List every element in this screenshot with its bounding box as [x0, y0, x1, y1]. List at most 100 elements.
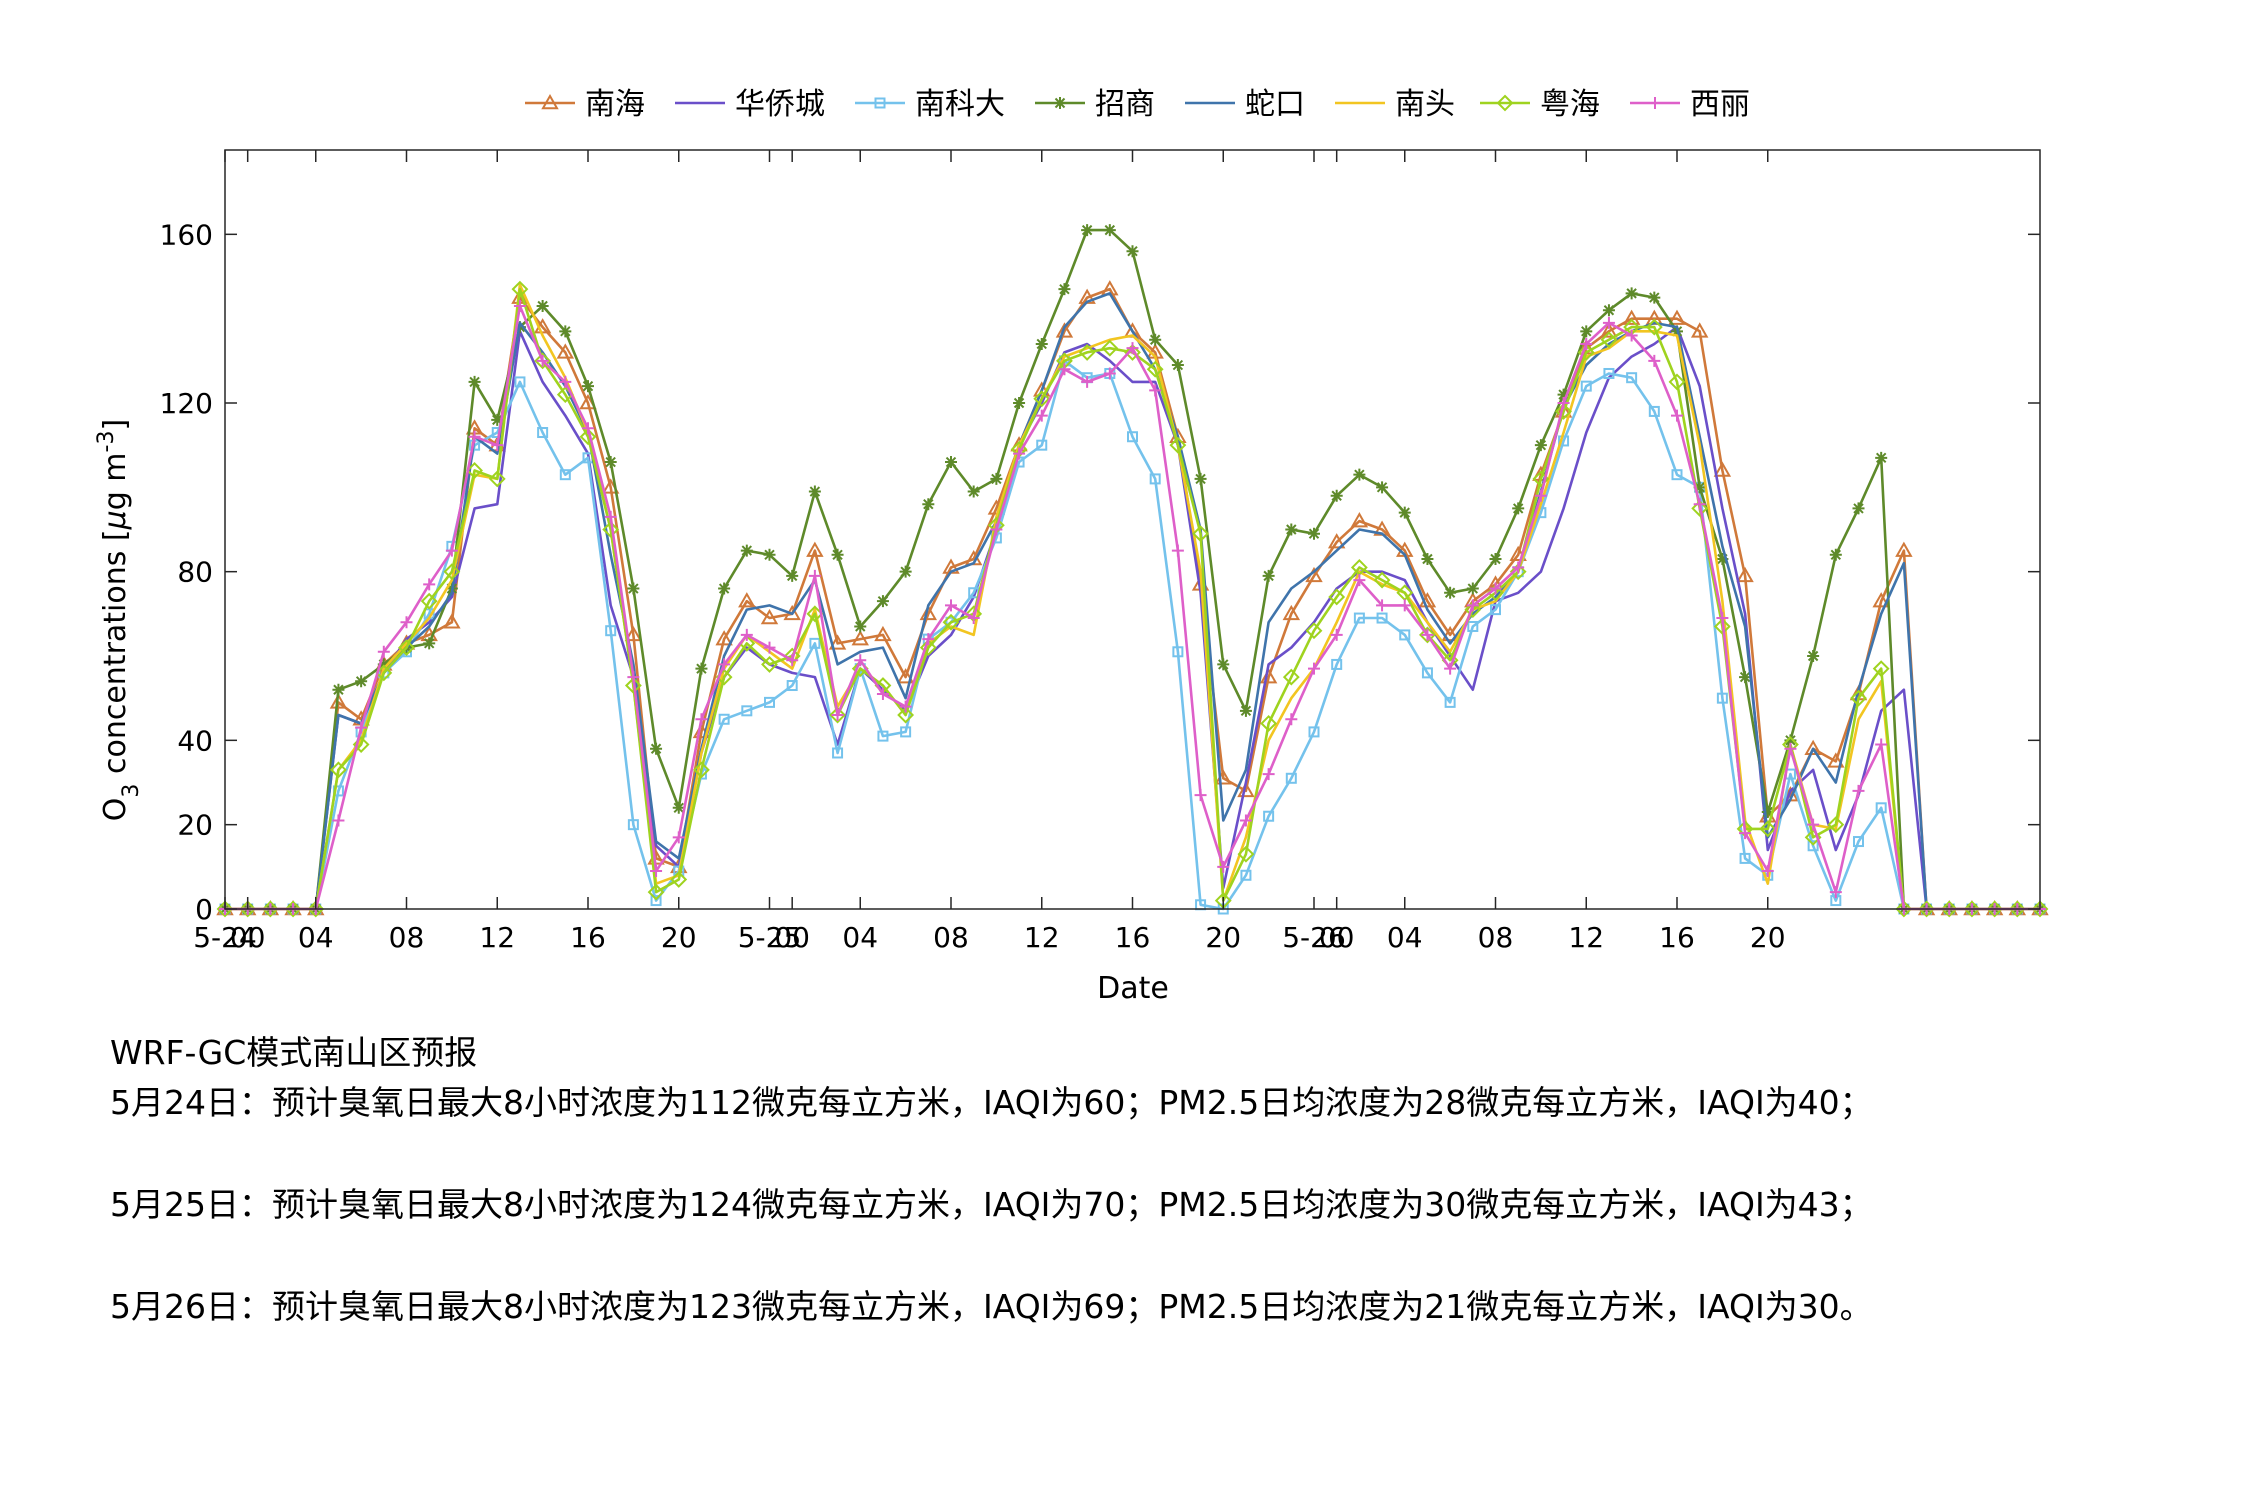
y-tick-label: 40 [177, 724, 213, 757]
y-tick-label: 120 [160, 387, 213, 420]
data-point [239, 900, 257, 918]
data-point [876, 687, 889, 700]
x-tick-label: 04 [842, 921, 878, 954]
data-point [423, 578, 436, 591]
data-point [1013, 397, 1026, 409]
data-point [967, 485, 980, 498]
data-point [423, 637, 436, 650]
x-tick-label: 20 [661, 921, 697, 954]
data-point [1146, 360, 1164, 378]
data-point [1353, 612, 1365, 624]
data-point [377, 645, 390, 658]
data-point [1625, 329, 1638, 342]
data-point [1373, 571, 1391, 589]
data-point [491, 439, 504, 452]
data-point [1512, 502, 1525, 515]
data-point [942, 613, 960, 631]
data-point [738, 592, 756, 608]
data-point [832, 747, 844, 759]
legend-entry: 南海 [525, 87, 645, 122]
data-point [1875, 738, 1888, 751]
data-point [1807, 818, 1820, 831]
data-point [874, 625, 892, 642]
data-point [1464, 601, 1482, 619]
data-point [1330, 628, 1343, 641]
data-point [216, 900, 234, 918]
data-point [559, 325, 572, 338]
data-point [1648, 354, 1661, 367]
data-point [1693, 498, 1706, 511]
data-point [1285, 523, 1298, 536]
data-point [1986, 900, 2004, 918]
data-point [1237, 845, 1255, 863]
data-point [602, 521, 620, 538]
data-point [1421, 628, 1434, 641]
legend-label: 粤海 [1540, 87, 1600, 122]
chart-legend: 南海 华侨城 南科大 招商 蛇口 南头 粤海 西丽 [525, 87, 1750, 122]
plot-area [216, 224, 2049, 918]
data-point [355, 675, 368, 688]
data-point [1308, 527, 1320, 540]
data-point [400, 616, 413, 629]
legend-entry: 西丽 [1630, 87, 1750, 122]
data-point [1376, 612, 1388, 624]
legend-entry: 华侨城 [675, 87, 825, 122]
data-point [468, 430, 481, 443]
data-point [514, 376, 526, 388]
data-point [1577, 343, 1595, 361]
data-point [1171, 359, 1184, 372]
data-point [1872, 592, 1890, 608]
data-point [1171, 544, 1184, 557]
data-point [537, 427, 549, 439]
data-point [715, 630, 733, 646]
data-point [1626, 372, 1638, 384]
data-point [1441, 625, 1459, 642]
x-tick-label: 5-26 [1282, 921, 1346, 954]
data-point [1331, 658, 1343, 670]
data-point [1126, 245, 1139, 258]
series-6 [225, 283, 2040, 911]
legend-label: 招商 [1095, 87, 1155, 122]
data-point [672, 801, 685, 814]
data-point [1217, 860, 1230, 873]
data-point [1149, 333, 1162, 346]
series-line [225, 283, 2040, 911]
data-point [1690, 322, 1709, 338]
legend-label: 南科大 [915, 87, 1005, 122]
data-point [1827, 816, 1845, 834]
data-point [1466, 599, 1479, 612]
data-point [1490, 604, 1501, 616]
data-point [1853, 836, 1864, 848]
data-point [627, 671, 640, 684]
data-point [1308, 662, 1320, 675]
data-point [1625, 287, 1638, 300]
series-8 [219, 300, 2046, 915]
data-point [1649, 97, 1661, 109]
data-point [1716, 612, 1729, 625]
data-point [579, 428, 597, 446]
data-point [1600, 331, 1618, 349]
x-tick-label: 00 [1319, 921, 1355, 954]
x-tick-label: 12 [1568, 921, 1604, 954]
data-point [897, 706, 915, 724]
data-point [541, 93, 559, 110]
data-point [1534, 439, 1547, 452]
data-point [647, 883, 665, 901]
data-point [1600, 322, 1618, 338]
data-point [1444, 662, 1457, 675]
data-point [1807, 840, 1819, 852]
y-axis-label: O3 concentrations [μg m-3] [94, 419, 144, 821]
data-point [761, 656, 778, 673]
data-point [1829, 548, 1842, 561]
data-point [764, 696, 775, 708]
data-point [945, 599, 957, 612]
data-point [1875, 802, 1887, 814]
data-point [1645, 318, 1663, 336]
x-tick-label: 20 [1205, 921, 1241, 954]
data-point [261, 900, 279, 918]
data-point [1033, 381, 1051, 397]
data-point [1829, 886, 1842, 899]
data-point [1509, 563, 1527, 581]
data-point [874, 97, 886, 109]
data-point [786, 654, 799, 667]
